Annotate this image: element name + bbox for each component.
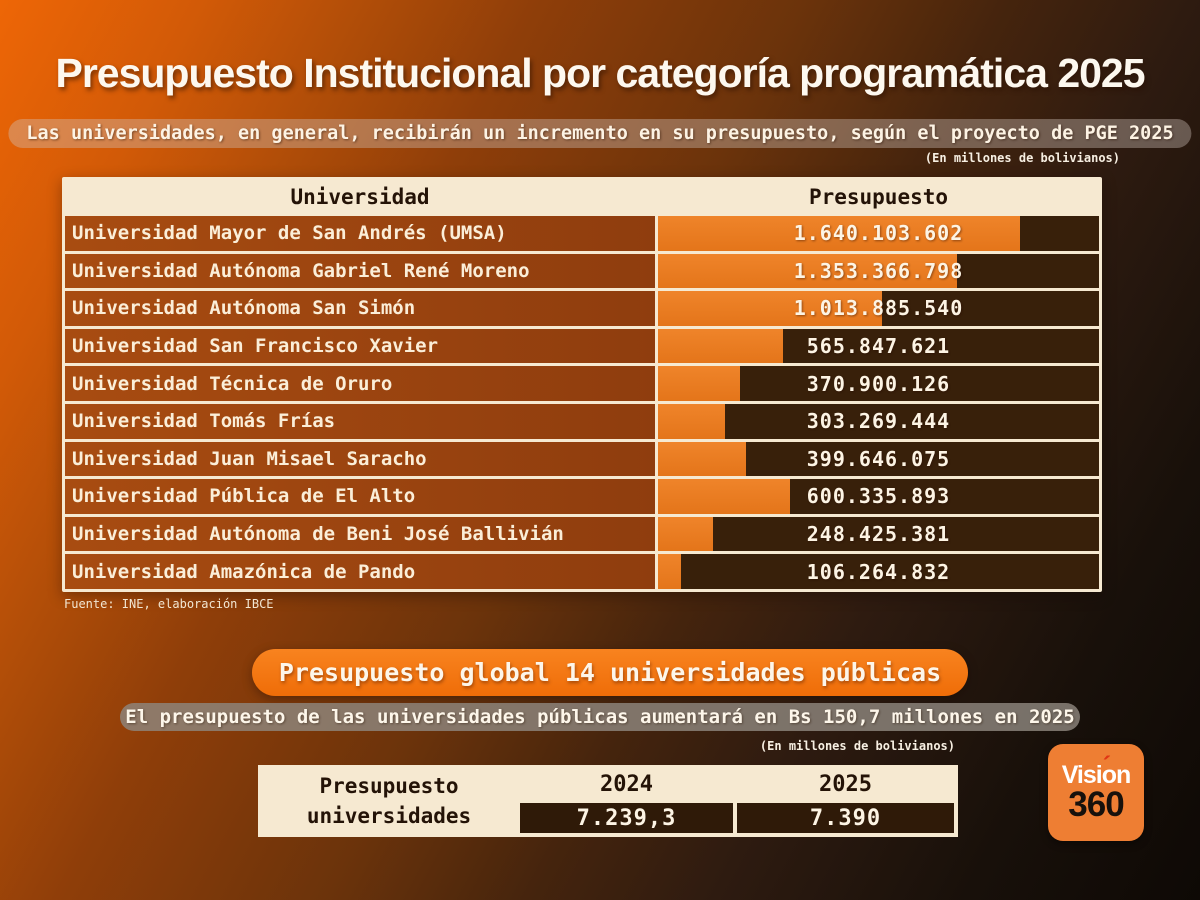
global-budget-pill: Presupuesto global 14 universidades públ… xyxy=(252,649,968,696)
logo-text-vision: Vision xyxy=(1062,763,1132,788)
budget-bar xyxy=(658,479,791,514)
table-row: Universidad Juan Misael Saracho 399.646.… xyxy=(65,441,1099,477)
source-note: Fuente: INE, elaboración IBCE xyxy=(64,597,274,611)
budget-cell: 1.640.103.602 xyxy=(658,216,1099,251)
summary-row-label-line2: universidades xyxy=(306,804,472,828)
table-row: Universidad Técnica de Oruro 370.900.126 xyxy=(65,366,1099,401)
university-name: Universidad Autónoma San Simón xyxy=(65,291,655,326)
summary-header-2024: 2024 xyxy=(520,769,733,799)
budget-value: 565.847.621 xyxy=(806,334,951,359)
table-row: Universidad Autónoma San Simón 1.013.885… xyxy=(65,291,1099,326)
budget-cell: 600.335.893 xyxy=(658,479,1099,514)
budget-bar xyxy=(658,366,740,401)
summary-value-2025: 7.390 xyxy=(737,803,954,833)
budget-cell: 248.425.381 xyxy=(658,516,1099,552)
page-title: Presupuesto Institucional por categoría … xyxy=(55,50,1145,96)
university-name: Universidad Tomás Frías xyxy=(65,403,655,439)
budget-value: 1.013.885.540 xyxy=(793,296,964,321)
summary-value-2024: 7.239,3 xyxy=(520,803,733,833)
summary-row-label-line1: Presupuesto xyxy=(319,773,459,798)
university-name: Universidad Mayor de San Andrés (UMSA) xyxy=(65,216,655,251)
budget-table: Universidad Presupuesto Universidad Mayo… xyxy=(62,177,1102,592)
budget-bar xyxy=(658,328,783,364)
budget-value: 1.353.366.798 xyxy=(793,258,964,283)
units-note-top: (En millones de bolivianos) xyxy=(924,151,1120,165)
budget-cell: 399.646.075 xyxy=(658,441,1099,477)
university-name: Universidad Autónoma de Beni José Balliv… xyxy=(65,516,655,552)
budget-value: 303.269.444 xyxy=(806,409,951,434)
budget-cell: 106.264.832 xyxy=(658,554,1099,589)
subtitle-banner: Las universidades, en general, recibirán… xyxy=(8,119,1192,148)
table-row: Universidad Autónoma de Beni José Balliv… xyxy=(65,516,1099,552)
budget-cell: 1.013.885.540 xyxy=(658,291,1099,326)
budget-value: 600.335.893 xyxy=(806,484,951,509)
budget-cell: 565.847.621 xyxy=(658,328,1099,364)
table-row: Universidad Autónoma Gabriel René Moreno… xyxy=(65,253,1099,289)
budget-bar xyxy=(658,253,957,289)
column-header-presupuesto: Presupuesto xyxy=(658,180,1099,213)
budget-value: 1.640.103.602 xyxy=(793,221,964,246)
university-name: Universidad San Francisco Xavier xyxy=(65,328,655,364)
summary-header-2025: 2025 xyxy=(737,769,954,799)
budget-bar xyxy=(658,216,1020,251)
logo-text-360: 360 xyxy=(1068,785,1124,825)
budget-cell: 303.269.444 xyxy=(658,403,1099,439)
table-row: Universidad Tomás Frías 303.269.444 xyxy=(65,403,1099,439)
university-name: Universidad Amazónica de Pando xyxy=(65,554,655,589)
column-header-universidad: Universidad xyxy=(65,180,655,213)
budget-bar xyxy=(658,516,713,552)
budget-value: 248.425.381 xyxy=(806,522,951,547)
summary-row-label: Presupuesto universidades xyxy=(262,769,516,833)
university-name: Universidad Técnica de Oruro xyxy=(65,366,655,401)
budget-bar xyxy=(658,403,726,439)
budget-table-header: Universidad Presupuesto xyxy=(65,180,1099,213)
budget-cell: 370.900.126 xyxy=(658,366,1099,401)
budget-bar xyxy=(658,291,882,326)
university-name: Universidad Autónoma Gabriel René Moreno xyxy=(65,253,655,289)
table-row: Universidad Pública de El Alto 600.335.8… xyxy=(65,479,1099,514)
table-row: Universidad Amazónica de Pando 106.264.8… xyxy=(65,554,1099,589)
vision-360-logo: Vision 360 xyxy=(1048,744,1144,841)
budget-cell: 1.353.366.798 xyxy=(658,253,1099,289)
university-name: Universidad Pública de El Alto xyxy=(65,479,655,514)
summary-table: Presupuesto universidades 2024 2025 7.23… xyxy=(258,765,958,837)
university-name: Universidad Juan Misael Saracho xyxy=(65,441,655,477)
budget-bar xyxy=(658,441,747,477)
units-note-bottom: (En millones de bolivianos) xyxy=(759,739,955,753)
table-row: Universidad Mayor de San Andrés (UMSA) 1… xyxy=(65,216,1099,251)
budget-value: 399.646.075 xyxy=(806,446,951,471)
increase-banner: El presupuesto de las universidades públ… xyxy=(120,703,1080,731)
budget-bar xyxy=(658,554,682,589)
budget-value: 370.900.126 xyxy=(806,371,951,396)
table-row: Universidad San Francisco Xavier 565.847… xyxy=(65,328,1099,364)
budget-value: 106.264.832 xyxy=(806,559,951,584)
